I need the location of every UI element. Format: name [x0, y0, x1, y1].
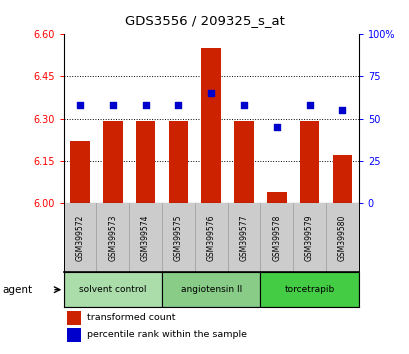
Bar	[201, 48, 220, 204]
Bar	[168, 121, 188, 204]
Bar	[234, 121, 253, 204]
Text: GSM399579: GSM399579	[304, 215, 313, 261]
Bar	[266, 192, 286, 204]
Bar	[260, 273, 358, 307]
Point	[306, 102, 312, 108]
Text: percentile rank within the sample: percentile rank within the sample	[87, 330, 247, 339]
Point	[207, 90, 214, 96]
Bar	[66, 311, 81, 325]
Point	[338, 107, 345, 113]
Text: transformed count: transformed count	[87, 313, 175, 322]
Text: GSM399575: GSM399575	[173, 215, 182, 261]
Text: agent: agent	[2, 285, 32, 295]
Text: GSM399576: GSM399576	[206, 215, 215, 261]
Point	[142, 102, 148, 108]
Text: angiotensin II: angiotensin II	[180, 285, 241, 294]
Point	[240, 102, 247, 108]
Text: GDS3556 / 209325_s_at: GDS3556 / 209325_s_at	[125, 14, 284, 27]
Bar	[70, 141, 90, 204]
Text: GSM399574: GSM399574	[141, 215, 150, 261]
Bar	[63, 273, 162, 307]
Bar	[135, 121, 155, 204]
Text: solvent control: solvent control	[79, 285, 146, 294]
Point	[109, 102, 116, 108]
Text: GSM399573: GSM399573	[108, 215, 117, 261]
Point	[175, 102, 181, 108]
Text: torcetrapib: torcetrapib	[284, 285, 334, 294]
Bar	[162, 273, 260, 307]
Text: GSM399578: GSM399578	[272, 215, 281, 261]
Point	[76, 102, 83, 108]
Text: GSM399577: GSM399577	[239, 215, 248, 261]
Bar	[332, 155, 351, 204]
Bar	[66, 328, 81, 342]
Point	[273, 124, 279, 130]
Text: GSM399580: GSM399580	[337, 215, 346, 261]
Bar	[103, 121, 122, 204]
Text: GSM399572: GSM399572	[75, 215, 84, 261]
Bar	[299, 121, 319, 204]
